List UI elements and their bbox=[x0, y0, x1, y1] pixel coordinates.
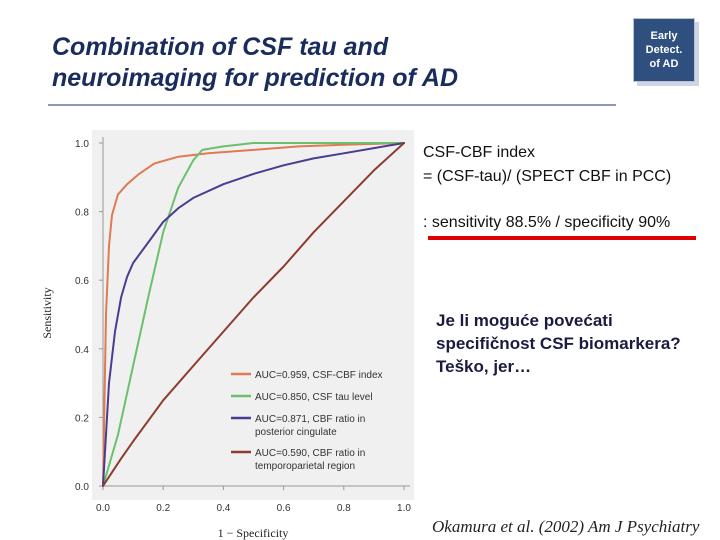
title-underline bbox=[48, 104, 616, 106]
series-line-1 bbox=[102, 142, 405, 487]
chart-axes bbox=[102, 137, 410, 487]
index-result: : sensitivity 88.5% / specificity 90% bbox=[423, 214, 671, 231]
series-line-3 bbox=[102, 142, 405, 487]
x-axis-label: 1 − Specificity bbox=[218, 526, 289, 540]
early-detection-badge: Early Detect. of AD bbox=[633, 18, 695, 82]
index-formula: = (CSF-tau)/ (SPECT CBF in PCC) bbox=[423, 168, 672, 185]
series-line-2 bbox=[102, 142, 405, 487]
series-line-4 bbox=[102, 142, 405, 487]
y-tick-label: 0.8 bbox=[75, 208, 89, 219]
slide-title-line-1: Combination of CSF tau and bbox=[52, 33, 389, 61]
slide-title: Combination of CSF tau and neuroimaging … bbox=[52, 32, 612, 94]
result-underline bbox=[428, 236, 696, 240]
legend-label-2: AUC=0.850, CSF tau level bbox=[255, 392, 373, 403]
citation: Okamura et al. (2002) Am J Psychiatry bbox=[432, 517, 700, 536]
question-text: Je li moguće povećati specifičnost CSF b… bbox=[436, 311, 681, 376]
x-tick-label: 0.2 bbox=[156, 503, 170, 514]
chart-ticks: 0.0 0.2 0.4 0.6 0.8 1.0 0.0 0.2 0.4 0.6 0.8 1.0 bbox=[75, 139, 411, 514]
legend-label-4: AUC=0.590, CBF ratio in bbox=[255, 448, 365, 459]
x-tick-label: 0.6 bbox=[277, 503, 291, 514]
index-title: CSF-CBF index bbox=[423, 144, 536, 161]
legend-label-1: AUC=0.959, CSF-CBF index bbox=[255, 370, 383, 381]
chart-legend: AUC=0.959, CSF-CBF index AUC=0.850, CSF t… bbox=[231, 370, 383, 472]
chart-series bbox=[102, 142, 405, 487]
y-tick-label: 0.0 bbox=[75, 482, 89, 493]
legend-label-4: temporoparietal region bbox=[255, 461, 355, 472]
legend-label-3: posterior cingulate bbox=[255, 427, 337, 438]
legend-label-3: AUC=0.871, CBF ratio in bbox=[255, 414, 365, 425]
x-tick-label: 1.0 bbox=[397, 503, 411, 514]
y-tick-label: 1.0 bbox=[75, 139, 89, 150]
x-tick-label: 0.0 bbox=[96, 503, 110, 514]
badge-text: Early Detect. of AD bbox=[645, 30, 683, 70]
x-tick-label: 0.4 bbox=[216, 503, 230, 514]
plot-background bbox=[92, 130, 414, 500]
y-axis-label: Sensitivity bbox=[40, 287, 54, 338]
y-tick-label: 0.6 bbox=[75, 276, 89, 287]
x-tick-label: 0.8 bbox=[337, 503, 351, 514]
y-tick-label: 0.4 bbox=[75, 345, 89, 356]
slide-title-line-2: neuroimaging for prediction of AD bbox=[52, 64, 459, 92]
y-tick-label: 0.2 bbox=[75, 413, 89, 424]
